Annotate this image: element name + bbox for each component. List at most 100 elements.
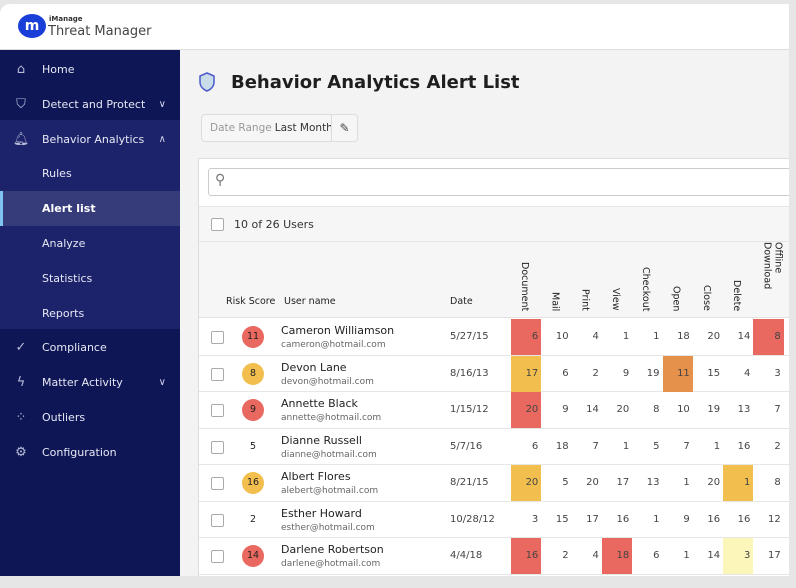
chevron-down-icon[interactable]: ∨ xyxy=(158,377,166,389)
table-row[interactable]: 5 Dianne Russell dianne@hotmail.com 5/7/… xyxy=(199,429,789,465)
header-document[interactable]: Document xyxy=(519,261,530,311)
sidebar-item-label: Outliers xyxy=(42,411,86,424)
metric-cell-checkout: 5 xyxy=(653,440,660,452)
metric-cell-checkout: 8 xyxy=(653,404,660,415)
header-delete[interactable]: Delete xyxy=(731,279,743,311)
sidebar-item-rules[interactable]: Rules xyxy=(0,156,180,191)
metric-cell-checkout: 13 xyxy=(646,477,660,488)
row-checkbox[interactable] xyxy=(211,550,224,563)
metric-cell-mail: 18 xyxy=(555,440,569,452)
sidebar-item-label: Reports xyxy=(42,306,85,320)
sidebar-item-label: Matter Activity xyxy=(42,376,123,390)
edit-pencil-icon[interactable]: ✎ xyxy=(331,115,357,141)
sidebar-item-detect-and-protect[interactable]: ⛉ Detect and Protect ∨ xyxy=(0,87,180,122)
user-name[interactable]: Annette Black xyxy=(281,397,358,410)
sidebar-item-compliance[interactable]: ✓ Compliance xyxy=(0,330,180,365)
header-mail[interactable]: Mail xyxy=(549,291,561,311)
metric-cell-document: 3 xyxy=(531,513,539,525)
table-row[interactable]: 8 Devon Lane devon@hotmail.com 8/16/13 17… xyxy=(199,355,789,392)
risk-score-badge: 5 xyxy=(249,440,257,452)
sidebar-item-analyze[interactable]: Analyze xyxy=(0,226,180,261)
sidebar-item-behavior-analytics[interactable]: 🔔︎ Behavior Analytics ∧ xyxy=(0,122,180,157)
search-input[interactable]: ⚲ xyxy=(208,168,789,196)
table-row[interactable]: 14 Darlene Robertson darlene@hotmail.com… xyxy=(199,538,789,575)
header-user-name[interactable]: User name xyxy=(284,296,336,307)
header-close[interactable]: Close xyxy=(700,285,712,311)
risk-score-badge: 9 xyxy=(242,399,264,421)
row-checkbox[interactable] xyxy=(211,477,224,490)
row-checkbox[interactable] xyxy=(211,513,224,527)
table-row[interactable]: 11 Cameron Williamson cameron@hotmail.co… xyxy=(199,319,789,356)
metric-cell-delete: 16 xyxy=(737,513,751,525)
row-checkbox[interactable] xyxy=(211,404,224,417)
metric-cell-offline-download: 3 xyxy=(774,367,781,379)
user-name[interactable]: Esther Howard xyxy=(281,506,362,520)
row-checkbox[interactable] xyxy=(211,367,224,381)
sidebar-item-matter-activity[interactable]: ϟ Matter Activity ∨ xyxy=(0,365,180,400)
metric-cell-offline-download: 8 xyxy=(753,319,784,355)
table-row[interactable]: 2 Esther Howard esther@hotmail.com 10/28… xyxy=(199,502,789,538)
metric-cell-view: 9 xyxy=(622,367,630,379)
sidebar-item-statistics[interactable]: Statistics xyxy=(0,261,180,296)
metric-cell-open: 11 xyxy=(662,355,693,392)
select-all-row: 10 of 26 Users xyxy=(199,206,789,242)
app-window: m iManage Threat Manager ⌂ Home ⛉ Detect an… xyxy=(0,4,789,576)
table-header: Risk Score User name Date Document Mail Pr… xyxy=(199,242,789,318)
sidebar-item-label: Behavior Analytics xyxy=(42,132,145,146)
metric-cell-mail: 5 xyxy=(562,477,569,488)
header-print[interactable]: Print xyxy=(579,289,591,311)
alert-date: 8/21/15 xyxy=(450,477,489,488)
metric-cell-offline-download: 12 xyxy=(767,513,781,525)
user-email: annette@hotmail.com xyxy=(281,413,382,423)
bell-icon: 🔔︎ xyxy=(12,131,30,147)
metric-cell-print: 17 xyxy=(586,513,599,525)
header-open[interactable]: Open xyxy=(670,285,682,311)
metric-cell-delete: 16 xyxy=(737,440,751,452)
date-range-filter[interactable]: Date Range Last Month ✎ xyxy=(201,114,358,142)
metric-cell-delete: 13 xyxy=(737,404,751,415)
sidebar-item-label: Statistics xyxy=(42,271,93,285)
user-name[interactable]: Dianne Russell xyxy=(281,433,362,447)
user-name[interactable]: Devon Lane xyxy=(281,360,347,374)
metric-cell-open: 18 xyxy=(677,331,690,342)
user-name[interactable]: Albert Flores xyxy=(281,470,351,483)
alert-date: 10/28/12 xyxy=(450,513,495,525)
risk-score-badge: 16 xyxy=(242,472,264,494)
main-content: Behavior Analytics Alert List Date Range… xyxy=(180,50,789,576)
sidebar: ⌂ Home ⛉ Detect and Protect ∨ 🔔︎ Behavior Anal… xyxy=(0,50,180,576)
sidebar-item-home[interactable]: ⌂ Home xyxy=(0,52,180,87)
header-risk-score[interactable]: Risk Score xyxy=(226,296,276,307)
user-email: esther@hotmail.com xyxy=(281,522,375,533)
header-checkout[interactable]: Checkout xyxy=(640,266,652,311)
sidebar-item-configuration[interactable]: ⚙ Configuration xyxy=(0,435,180,470)
sidebar-item-reports[interactable]: Reports xyxy=(0,296,180,331)
table-row[interactable]: 16 Albert Flores alebert@hotmail.com 8/2… xyxy=(199,465,789,502)
date-range-label: Date Range xyxy=(210,122,272,134)
user-name[interactable]: Cameron Williamson xyxy=(281,324,395,337)
user-name[interactable]: Darlene Robertson xyxy=(281,543,384,556)
chevron-up-icon[interactable]: ∧ xyxy=(158,133,166,145)
sidebar-item-outliers[interactable]: ⁘ Outliers xyxy=(0,400,180,435)
metric-cell-offline-download: 2 xyxy=(774,440,781,452)
alert-date: 5/7/16 xyxy=(450,440,483,452)
select-all-checkbox[interactable] xyxy=(211,217,224,231)
metric-cell-close: 19 xyxy=(707,404,721,415)
metric-cell-close: 20 xyxy=(707,477,721,488)
metric-cell-open: 10 xyxy=(677,404,690,415)
sidebar-item-label: Home xyxy=(42,63,75,76)
header-date[interactable]: Date xyxy=(450,296,473,307)
header-offline-download[interactable]: Offline Download xyxy=(761,242,784,290)
risk-score-badge: 14 xyxy=(242,545,264,567)
metric-cell-offline-download: 7 xyxy=(774,404,781,415)
row-checkbox[interactable] xyxy=(211,440,224,454)
metric-cell-view: 16 xyxy=(616,513,630,525)
row-checkbox[interactable] xyxy=(211,331,224,344)
chevron-down-icon[interactable]: ∨ xyxy=(158,98,166,110)
table-row[interactable]: 9 Annette Black annette@hotmail.com 1/15… xyxy=(199,392,789,429)
metric-cell-close: 20 xyxy=(707,331,721,342)
scatter-icon: ⁘ xyxy=(15,410,27,425)
check-icon: ✓ xyxy=(15,340,27,356)
metric-cell-view: 17 xyxy=(616,477,630,488)
sidebar-item-alert-list[interactable]: Alert list xyxy=(0,191,180,227)
header-view[interactable]: View xyxy=(609,288,621,311)
